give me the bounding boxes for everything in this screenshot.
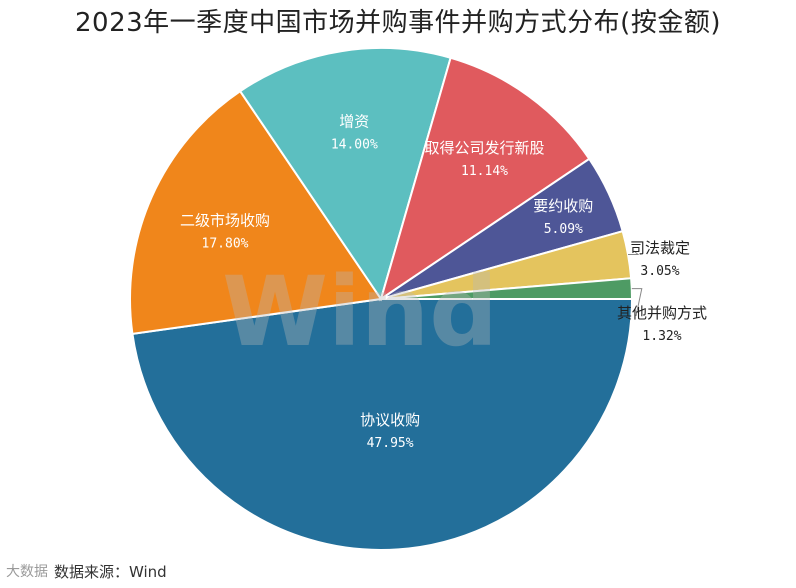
leader-line-6 (628, 250, 640, 255)
slice-value-6: 3.05% (640, 264, 679, 279)
pie-slice-4 (379, 56, 591, 302)
slice-value-3: 14.00% (331, 137, 378, 152)
slice-value-4: 11.14% (461, 164, 508, 179)
slice-label-6: 司法裁定 (630, 239, 690, 257)
slice-label-5: 要约收购 (533, 197, 593, 215)
pie-slice-1 (131, 298, 634, 551)
chart-title: 2023年一季度中国市场并购事件并购方式分布(按金额) (75, 8, 721, 38)
pie-slice-7 (380, 277, 634, 300)
pie-slice-3 (238, 47, 452, 302)
watermark: Wind (222, 256, 498, 368)
source-note: 数据来源：Wind (54, 563, 167, 581)
slice-value-2: 17.80% (202, 237, 249, 252)
pie-slice-2 (129, 89, 383, 335)
slice-label-3: 增资 (339, 112, 369, 130)
slice-value-1: 47.95% (367, 436, 414, 451)
slice-label-1: 协议收购 (360, 411, 420, 429)
slice-label-7: 其他并购方式 (617, 304, 707, 322)
slice-value-7: 1.32% (642, 329, 681, 344)
watermark-badge: 大数据 (6, 564, 48, 580)
leader-line-7 (631, 288, 643, 317)
slice-value-5: 5.09% (544, 222, 583, 237)
slice-label-2: 二级市场收购 (180, 212, 270, 230)
slice-label-4: 取得公司发行新股 (424, 139, 544, 157)
